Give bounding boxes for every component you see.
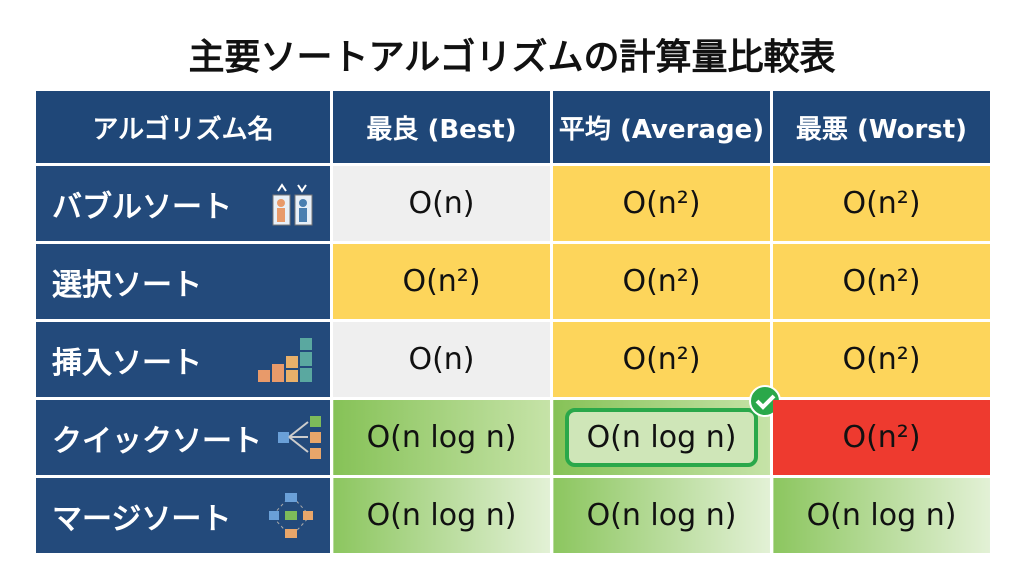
- header-cell: 最良 (Best): [330, 88, 553, 166]
- icon: [272, 182, 313, 225]
- row: クイックソート O(n log n) O(n log n) O(n²): [33, 385, 993, 478]
- title: 主要ソートアルゴリズムの計算量比較表: [188, 37, 836, 78]
- cell: O(n log n): [550, 475, 773, 556]
- algorithm-name: クイックソート: [33, 397, 333, 478]
- highlighted-cell: O(n log n): [564, 408, 759, 467]
- algorithm-name: 選択ソート: [33, 241, 333, 322]
- row: バブルソート O(n) O(n²) O(n²): [33, 163, 993, 244]
- cell: O(n²): [770, 241, 993, 322]
- icon: [269, 492, 313, 538]
- name-text: 挿入ソート: [52, 345, 202, 381]
- row: マージソート O(n log n) O(n log n) O(n log n): [33, 475, 993, 556]
- algorithm-name: マージソート: [33, 475, 333, 556]
- cell: O(n²): [550, 241, 773, 322]
- cell: O(n²): [330, 241, 553, 322]
- icon: [258, 337, 312, 382]
- row: 選択ソート O(n²) O(n²) O(n²): [33, 241, 993, 322]
- algorithm-name: バブルソート: [33, 163, 333, 244]
- cell: O(n²): [770, 397, 993, 478]
- cell: O(n log n): [550, 385, 781, 478]
- icon: [278, 415, 321, 459]
- name-text: バブルソート: [52, 189, 232, 225]
- cell: O(n): [330, 163, 553, 244]
- cell: O(n²): [550, 319, 773, 400]
- header-cell: 平均 (Average): [550, 88, 773, 166]
- cell: O(n²): [770, 163, 993, 244]
- algorithm-name: 挿入ソート: [33, 319, 333, 400]
- header-row: アルゴリズム名 最良 (Best) 平均 (Average) 最悪 (Worst…: [33, 88, 993, 166]
- cell: O(n²): [550, 163, 773, 244]
- name-text: マージソート: [52, 501, 232, 537]
- header-cell: アルゴリズム名: [33, 88, 333, 166]
- header-cell: 最悪 (Worst): [770, 88, 993, 166]
- cell: O(n log n): [330, 397, 553, 478]
- cell: O(n): [330, 319, 553, 400]
- complexity-table: アルゴリズム名 最良 (Best) 平均 (Average) 最悪 (Worst…: [33, 88, 993, 556]
- row: 挿入ソート O(n) O(n²) O(n²): [33, 319, 993, 400]
- cell: O(n log n): [330, 475, 553, 556]
- cell: O(n log n): [770, 475, 993, 556]
- cell: O(n²): [770, 319, 993, 400]
- name-text: クイックソート: [52, 423, 262, 459]
